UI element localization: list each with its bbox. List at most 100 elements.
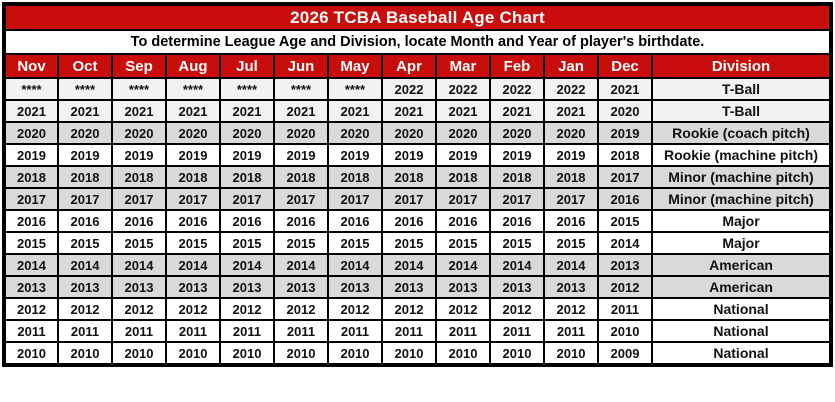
- year-cell: 2012: [273, 297, 329, 321]
- year-cell: 2015: [327, 231, 383, 255]
- col-header-nov: Nov: [3, 53, 59, 79]
- year-cell: 2011: [219, 319, 275, 343]
- year-cell: 2010: [381, 341, 437, 366]
- year-cell: 2019: [57, 143, 113, 167]
- age-row: 2018 2018 2018 2018 2018 2018 2018 2018 2018 2018…: [3, 165, 832, 189]
- year-cell: 2016: [273, 209, 329, 233]
- year-cell: 2012: [327, 297, 383, 321]
- year-cell: 2020: [543, 121, 599, 145]
- year-cell: 2014: [111, 253, 167, 277]
- age-row: 2013 2013 2013 2013 2013 2013 2013 2013 2013 2013…: [3, 275, 832, 299]
- year-cell: 2011: [543, 319, 599, 343]
- year-cell: 2012: [543, 297, 599, 321]
- year-cell: 2011: [165, 319, 221, 343]
- year-cell: 2012: [57, 297, 113, 321]
- year-cell: 2014: [219, 253, 275, 277]
- year-cell: 2018: [489, 165, 545, 189]
- division-cell: Major: [651, 209, 832, 233]
- year-cell: 2017: [381, 187, 437, 211]
- year-cell: 2016: [381, 209, 437, 233]
- division-cell: Minor (machine pitch): [651, 187, 832, 211]
- year-cell: ****: [165, 77, 221, 101]
- year-cell: 2015: [165, 231, 221, 255]
- year-cell: 2019: [219, 143, 275, 167]
- year-cell: 2017: [543, 187, 599, 211]
- age-row: 2010 2010 2010 2010 2010 2010 2010 2010 2010 2010…: [3, 341, 832, 366]
- year-cell: 2017: [165, 187, 221, 211]
- year-cell: 2013: [597, 253, 653, 277]
- year-cell: 2018: [219, 165, 275, 189]
- year-cell: 2017: [3, 187, 59, 211]
- division-cell: T-Ball: [651, 77, 832, 101]
- year-cell: 2010: [327, 341, 383, 366]
- col-header-jul: Jul: [219, 53, 275, 79]
- year-cell: 2012: [381, 297, 437, 321]
- year-cell: 2020: [381, 121, 437, 145]
- division-cell: National: [651, 341, 832, 366]
- year-cell: 2016: [57, 209, 113, 233]
- year-cell: 2011: [597, 297, 653, 321]
- year-cell: 2018: [543, 165, 599, 189]
- chart-instructions: To determine League Age and Division, lo…: [3, 29, 832, 55]
- year-cell: 2013: [165, 275, 221, 299]
- year-cell: 2019: [597, 121, 653, 145]
- year-cell: 2016: [165, 209, 221, 233]
- year-cell: 2013: [3, 275, 59, 299]
- page-title: 2026 TCBA Baseball Age Chart: [3, 3, 832, 31]
- year-cell: 2019: [543, 143, 599, 167]
- year-cell: 2010: [165, 341, 221, 366]
- year-cell: 2010: [435, 341, 491, 366]
- year-cell: 2021: [3, 99, 59, 123]
- year-cell: 2018: [273, 165, 329, 189]
- year-cell: 2014: [165, 253, 221, 277]
- year-cell: 2019: [381, 143, 437, 167]
- year-cell: 2017: [489, 187, 545, 211]
- year-cell: 2019: [273, 143, 329, 167]
- year-cell: 2020: [597, 99, 653, 123]
- year-cell: 2020: [489, 121, 545, 145]
- division-cell: Rookie (coach pitch): [651, 121, 832, 145]
- year-cell: 2017: [57, 187, 113, 211]
- subtitle-row: To determine League Age and Division, lo…: [3, 29, 832, 55]
- year-cell: 2013: [435, 275, 491, 299]
- year-cell: 2016: [219, 209, 275, 233]
- year-cell: 2020: [327, 121, 383, 145]
- year-cell: 2017: [273, 187, 329, 211]
- year-cell: 2016: [111, 209, 167, 233]
- year-cell: 2011: [273, 319, 329, 343]
- year-cell: 2022: [435, 77, 491, 101]
- year-cell: 2011: [327, 319, 383, 343]
- division-cell: National: [651, 297, 832, 321]
- col-header-may: May: [327, 53, 383, 79]
- year-cell: 2013: [111, 275, 167, 299]
- year-cell: 2021: [165, 99, 221, 123]
- year-cell: 2015: [219, 231, 275, 255]
- year-cell: 2009: [597, 341, 653, 366]
- year-cell: 2018: [111, 165, 167, 189]
- year-cell: 2019: [111, 143, 167, 167]
- year-cell: 2016: [543, 209, 599, 233]
- col-header-apr: Apr: [381, 53, 437, 79]
- year-cell: 2014: [435, 253, 491, 277]
- year-cell: 2012: [435, 297, 491, 321]
- year-cell: 2013: [327, 275, 383, 299]
- year-cell: 2022: [543, 77, 599, 101]
- year-cell: 2020: [435, 121, 491, 145]
- year-cell: 2021: [219, 99, 275, 123]
- age-row: 2017 2017 2017 2017 2017 2017 2017 2017 2017 2017…: [3, 187, 832, 211]
- col-header-jun: Jun: [273, 53, 329, 79]
- year-cell: 2020: [3, 121, 59, 145]
- year-cell: 2021: [327, 99, 383, 123]
- year-cell: 2010: [219, 341, 275, 366]
- age-chart-table: 2026 TCBA Baseball Age Chart To determin…: [2, 2, 833, 367]
- year-cell: 2015: [57, 231, 113, 255]
- year-cell: 2012: [3, 297, 59, 321]
- year-cell: 2014: [3, 253, 59, 277]
- year-cell: 2013: [489, 275, 545, 299]
- year-cell: 2017: [111, 187, 167, 211]
- year-cell: 2017: [219, 187, 275, 211]
- year-cell: 2016: [489, 209, 545, 233]
- year-cell: 2012: [165, 297, 221, 321]
- year-cell: 2010: [57, 341, 113, 366]
